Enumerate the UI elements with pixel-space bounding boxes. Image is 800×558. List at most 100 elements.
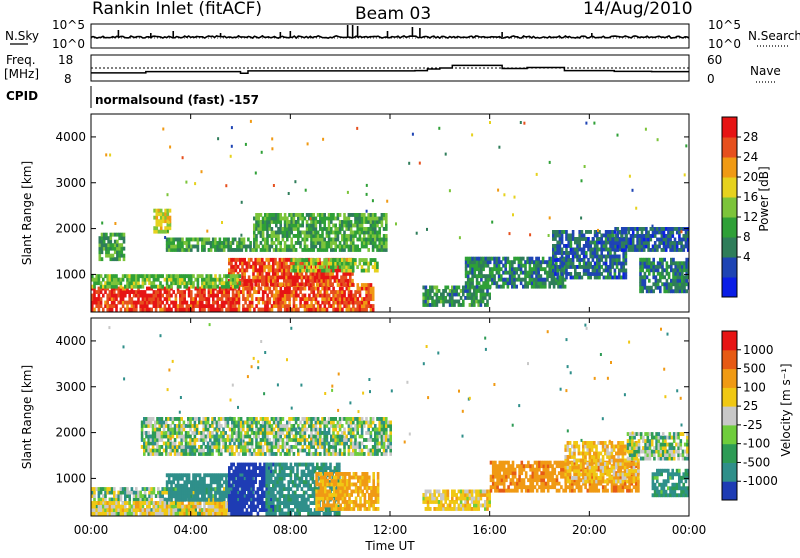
- power-cell: [336, 272, 339, 276]
- velocity-cell: [241, 494, 244, 498]
- power-cell: [487, 281, 490, 285]
- power-cell: [315, 269, 318, 273]
- freq-line: [91, 65, 689, 73]
- power-cell: [250, 282, 253, 286]
- power-cell: [271, 238, 274, 242]
- velocity-cell: [214, 473, 217, 477]
- power-cell: [668, 272, 671, 276]
- power-cell: [337, 238, 340, 242]
- power-cell: [251, 294, 254, 298]
- power-cell: [598, 262, 601, 266]
- power-cell: [518, 274, 521, 278]
- power-cell: [160, 223, 163, 227]
- power-cell: [561, 237, 564, 241]
- power-cell: [275, 287, 278, 291]
- power-cell: [301, 224, 304, 228]
- power-cell: [190, 290, 193, 294]
- velocity-cell: [128, 508, 131, 512]
- velocity-cell: [214, 480, 217, 484]
- velocity-cell: [316, 463, 319, 467]
- power-cell: [161, 294, 164, 298]
- power-cell: [426, 228, 428, 231]
- power-cell: [367, 265, 370, 269]
- power-cell: [491, 221, 493, 224]
- freq-panel: Freq. [MHz] 18 8 60 0 Nave: [4, 53, 781, 86]
- power-cell: [567, 255, 570, 259]
- power-cell: [611, 265, 614, 269]
- power-cell: [312, 282, 315, 286]
- power-cell: [237, 265, 240, 269]
- power-cell: [160, 209, 163, 213]
- velocity-cell: [241, 477, 244, 481]
- power-cell: [317, 258, 320, 262]
- power-cell: [249, 245, 252, 249]
- power-cell: [348, 217, 351, 221]
- power-cell: [645, 227, 648, 231]
- power-cell: [365, 258, 368, 262]
- power-cell: [137, 278, 140, 282]
- power-cell: [263, 261, 266, 265]
- power-cell: [297, 294, 300, 298]
- noise-spikes: [118, 25, 591, 37]
- power-cell: [357, 297, 360, 301]
- power-cell: [650, 238, 653, 242]
- power-cell: [570, 272, 573, 276]
- power-cell: [159, 297, 162, 301]
- velocity-cell: [250, 477, 253, 481]
- power-ytick-label: 4000: [55, 130, 86, 144]
- velocity-cell: [250, 491, 253, 495]
- power-cell: [192, 285, 195, 289]
- power-cell: [359, 262, 362, 266]
- power-cell: [561, 248, 564, 252]
- power-cell: [114, 222, 116, 225]
- power-cell: [374, 258, 377, 262]
- power-cell: [378, 227, 381, 231]
- power-cell: [666, 268, 669, 272]
- power-cell: [328, 269, 331, 273]
- power-cell: [260, 213, 263, 217]
- power-cell: [493, 257, 496, 261]
- power-cell: [293, 245, 296, 249]
- power-cell: [234, 238, 237, 242]
- power-cell: [183, 278, 186, 282]
- power-cell: [197, 278, 200, 282]
- power-cell: [585, 255, 588, 259]
- velocity-cell: [153, 487, 156, 491]
- power-cell: [514, 196, 516, 199]
- power-cell: [243, 238, 246, 242]
- velocity-cell: [199, 505, 202, 509]
- power-cell: [223, 304, 226, 308]
- power-cell: [234, 304, 237, 308]
- velocity-cell: [296, 470, 299, 474]
- power-cell: [659, 286, 662, 290]
- power-cell: [156, 226, 159, 230]
- velocity-cell: [203, 494, 206, 498]
- velocity-cell: [290, 473, 293, 477]
- velocity-cell: [225, 477, 228, 481]
- power-cell: [137, 297, 140, 301]
- power-cell: [365, 245, 368, 249]
- power-cell: [366, 193, 368, 196]
- velocity-cell: [296, 473, 299, 477]
- velocity-cell: [221, 498, 224, 502]
- power-cell: [549, 216, 551, 219]
- power-cell: [247, 238, 250, 242]
- power-cell: [322, 138, 324, 141]
- power-cell: [115, 285, 118, 289]
- power-cell: [374, 227, 377, 231]
- velocity-cell: [188, 473, 191, 477]
- velocity-cell: [225, 505, 228, 509]
- velocity-cell: [305, 477, 308, 481]
- power-cell: [279, 241, 282, 245]
- power-cell: [659, 279, 662, 283]
- power-cell: [269, 287, 272, 291]
- power-cell: [225, 184, 227, 187]
- power-cell: [299, 290, 302, 294]
- power-cell: [572, 258, 575, 262]
- velocity-cell: [301, 477, 304, 481]
- power-cell: [192, 308, 195, 312]
- power-cell: [372, 308, 375, 312]
- power-cell: [116, 240, 119, 244]
- power-cell: [275, 245, 278, 249]
